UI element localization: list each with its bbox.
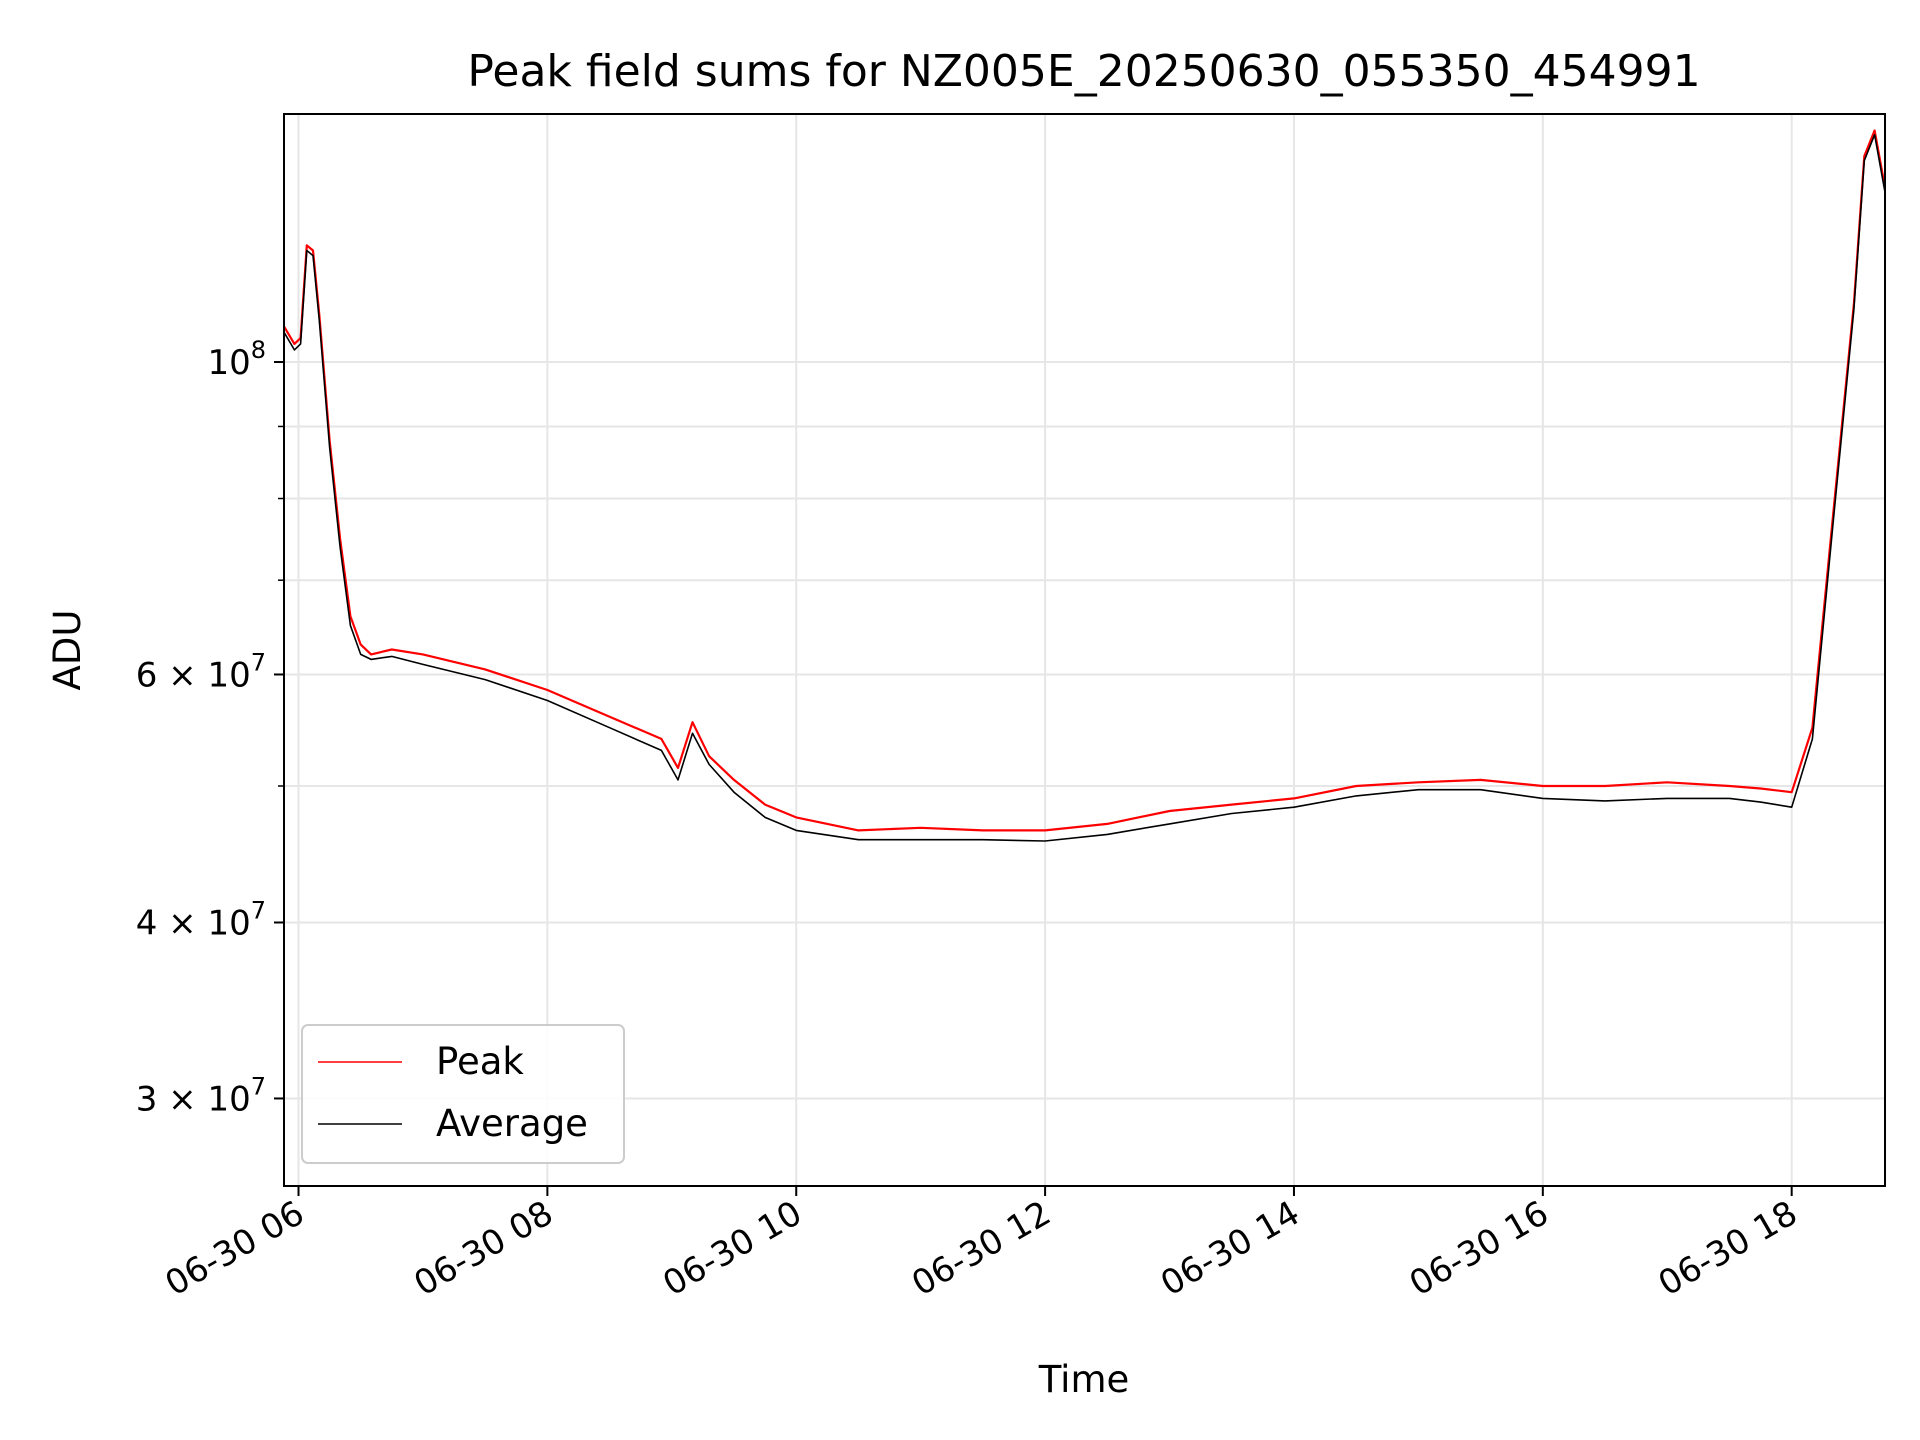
plot-frame	[283, 113, 1886, 1187]
legend-box	[301, 1024, 625, 1164]
y-axis-label: ADU	[46, 610, 89, 691]
x-axis-label: Time	[1038, 1358, 1130, 1401]
y-tick-label: 108	[207, 336, 266, 383]
peak-series-line	[283, 129, 1887, 832]
legend-average-label: Average	[436, 1102, 588, 1145]
y-tick-label: 4 × 107	[136, 896, 266, 943]
average-series-line	[283, 133, 1886, 842]
legend: Peak Average	[301, 1024, 625, 1164]
y-tick-label: 3 × 107	[136, 1072, 266, 1119]
legend-peak-label: Peak	[436, 1040, 524, 1083]
chart-title: Peak field sums for NZ005E_20250630_0553…	[467, 46, 1700, 97]
data-series	[283, 129, 1887, 842]
grid-lines	[284, 114, 1885, 1186]
y-tick-label: 6 × 107	[136, 648, 266, 695]
